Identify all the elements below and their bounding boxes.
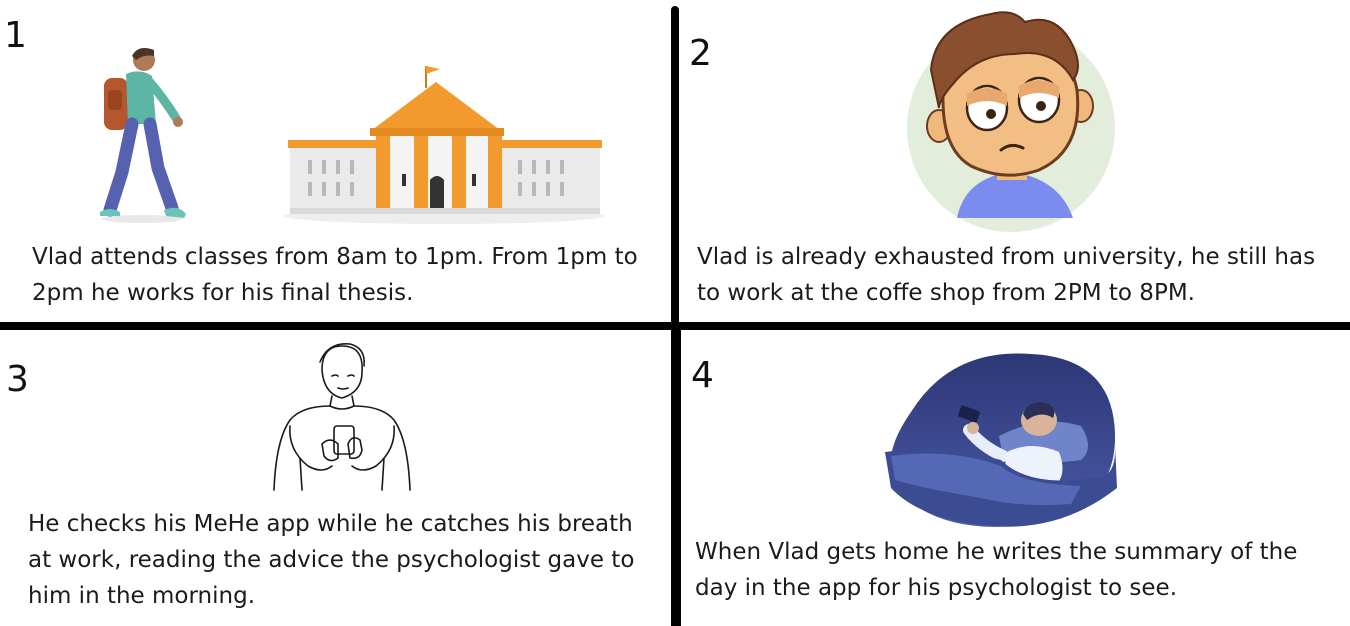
- panel-3: 3 He checks his MeHe app while he catche…: [0, 330, 671, 626]
- panel-number: 1: [4, 15, 27, 56]
- student-walking-illustration: [100, 48, 186, 223]
- panel-2: 2 Vlad is already exhausted from univers…: [679, 0, 1350, 322]
- panel-caption: He checks his MeHe app while he catches …: [28, 511, 635, 609]
- panel-caption: Vlad is already exhausted from universit…: [697, 244, 1316, 306]
- panel-caption: Vlad attends classes from 8am to 1pm. Fr…: [32, 244, 638, 306]
- vertical-divider-top: [671, 6, 679, 326]
- panel-1: 1: [0, 0, 671, 322]
- panel-number: 4: [691, 355, 714, 396]
- panel-number: 2: [689, 33, 712, 74]
- vertical-divider-bottom: [671, 326, 681, 626]
- panel-4: 4 When Vlad gets home he writes the summ…: [681, 330, 1350, 626]
- tired-face-illustration: [907, 11, 1115, 232]
- man-in-bed-with-phone-illustration: [885, 353, 1117, 527]
- man-using-phone-sketch: [273, 343, 411, 491]
- horizontal-divider: [0, 322, 1350, 330]
- university-building-illustration: [284, 66, 604, 224]
- panel-caption: When Vlad gets home he writes the summar…: [695, 539, 1298, 601]
- panel-number: 3: [6, 359, 29, 400]
